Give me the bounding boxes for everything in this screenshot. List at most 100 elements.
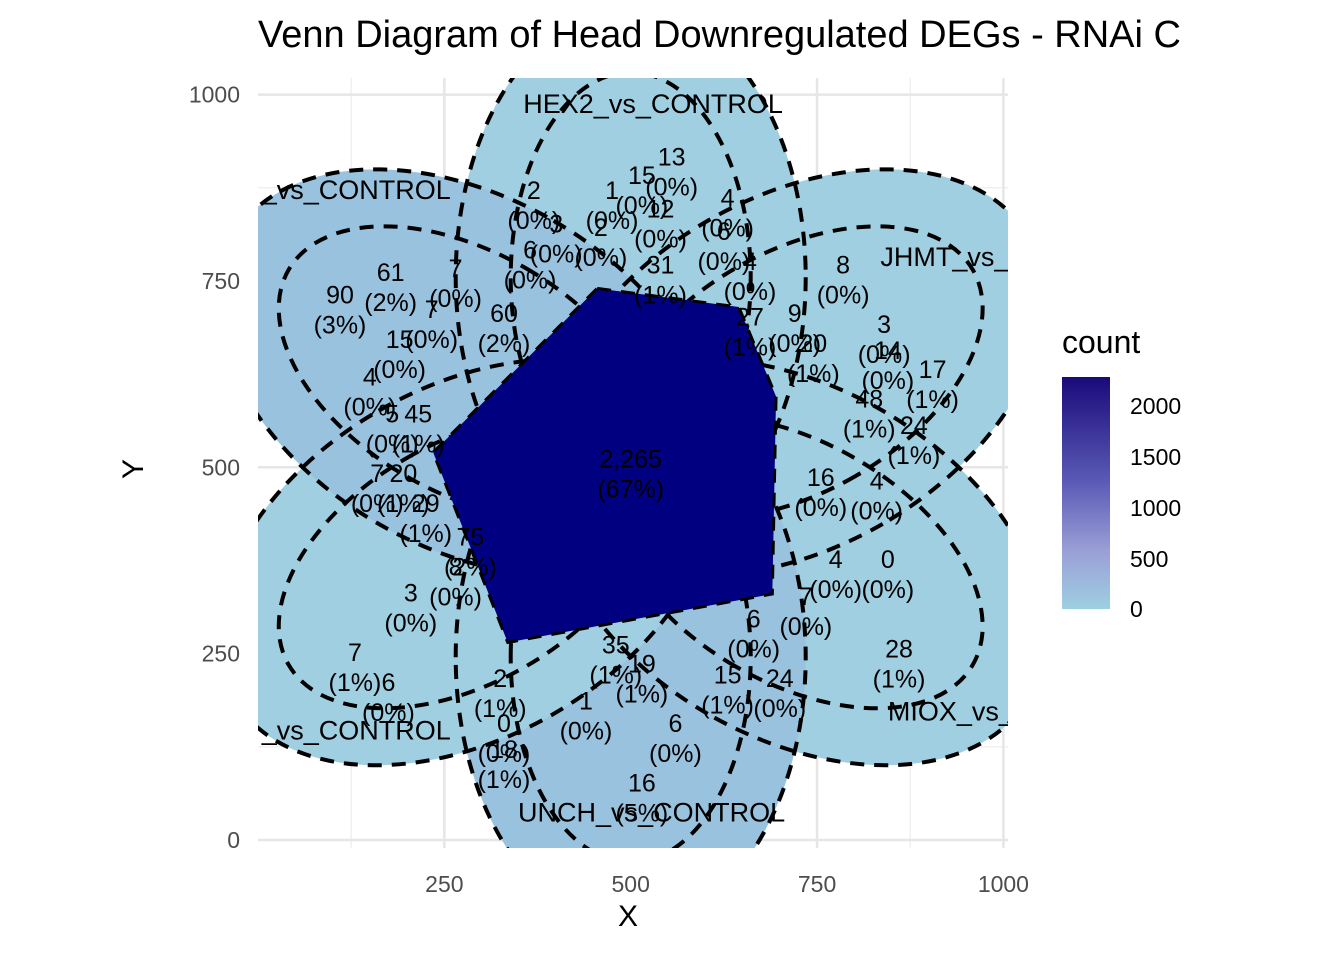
region-label: 2 (1%): [474, 665, 527, 723]
region-label: 35 (1%): [589, 632, 642, 690]
region-label: 6 (0%): [649, 710, 702, 768]
region-count: 15: [628, 162, 656, 190]
region-label: 7 (1%): [329, 639, 382, 697]
region-percent: (0%): [753, 695, 806, 723]
region-percent: (1%): [843, 416, 896, 444]
region-percent: (1%): [392, 431, 445, 459]
region-count: 3: [877, 311, 891, 339]
region-percent: (0%): [362, 699, 415, 727]
region-label: 7 (0%): [429, 255, 482, 313]
region-percent: (1%): [615, 680, 668, 708]
region-count: 28: [885, 635, 913, 663]
region-label: 5 (0%): [366, 401, 419, 459]
region-percent: (0%): [794, 494, 847, 522]
region-percent: (0%): [429, 583, 482, 611]
region-label: 61 (2%): [364, 259, 417, 317]
region-percent: (0%): [560, 718, 613, 746]
region-percent: (1%): [329, 669, 382, 697]
region-count: 3: [404, 579, 418, 607]
region-label: 20 (1%): [787, 330, 840, 388]
region-label: 29 (1%): [399, 490, 452, 548]
region-label: 0 (0%): [861, 546, 914, 604]
region-count: 2,265: [599, 445, 662, 473]
region-count: 7: [370, 460, 384, 488]
region-count: 7: [799, 583, 813, 611]
y-tick-label: 500: [202, 454, 240, 480]
region-count: 20: [799, 330, 827, 358]
region-percent: (0%): [779, 613, 832, 641]
region-label: 4 (0%): [724, 248, 777, 306]
region-count: 5: [385, 401, 399, 429]
region-percent: (2%): [478, 330, 531, 358]
set-label: JHMT_vs_CONT: [880, 242, 1086, 272]
set-label: _vs_CONTROL: [261, 175, 451, 205]
region-count: 2: [594, 214, 608, 242]
venn-shapes: [258, 78, 1008, 848]
region-percent: (0%): [586, 207, 639, 235]
y-axis-title: Y: [117, 458, 151, 480]
venn-set-outline-inner: [276, 224, 656, 521]
region-percent: (0%): [574, 244, 627, 272]
region-percent: (0%): [649, 740, 702, 768]
region-percent: (0%): [530, 240, 583, 268]
x-axis-title: X: [618, 900, 639, 933]
region-count: 2: [493, 665, 507, 693]
region-label: 4 (0%): [701, 184, 754, 242]
region-percent: (0%): [384, 609, 437, 637]
region-percent: (1%): [634, 281, 687, 309]
region-percent: (0%): [507, 207, 560, 235]
region-label: 2 (0%): [507, 177, 560, 235]
venn-set-outline: [453, 78, 808, 550]
region-percent: (0%): [724, 278, 777, 306]
region-count: 4: [870, 468, 884, 496]
legend-tick: 1500: [1130, 444, 1182, 470]
region-count: 14: [874, 337, 902, 365]
legend-tick: 1000: [1130, 495, 1182, 521]
region-count: 20: [389, 460, 417, 488]
region-count: 3: [549, 210, 563, 238]
region-label: 14 (0%): [861, 337, 914, 395]
region-percent: (1%): [873, 665, 926, 693]
region-label: 20 (1%): [377, 460, 430, 518]
region-count: 17: [919, 356, 947, 384]
region-percent: (0%): [861, 367, 914, 395]
region-count: 7: [348, 639, 362, 667]
region-count: 61: [377, 259, 405, 287]
region-percent: (1%): [474, 695, 527, 723]
region-count: 1: [579, 688, 593, 716]
chart-title: Venn Diagram of Head Downregulated DEGs …: [258, 14, 1181, 56]
region-percent: (0%): [701, 214, 754, 242]
region-percent: (1%): [478, 766, 531, 794]
region-count: 7: [449, 255, 463, 283]
x-tick-label: 1000: [978, 871, 1029, 897]
set-label: MIOX_vs_CON: [888, 697, 1074, 727]
region-label: 7 (0%): [405, 296, 458, 354]
region-percent: (0%): [351, 490, 404, 518]
region-percent: (0%): [634, 226, 687, 254]
legend-tick: 2000: [1130, 393, 1182, 419]
region-count: 24: [900, 412, 928, 440]
region-count: 60: [490, 300, 518, 328]
region-count: 35: [602, 632, 630, 660]
legend-tick: 500: [1130, 546, 1169, 572]
region-percent: (0%): [429, 285, 482, 313]
region-label: 12 (0%): [634, 196, 687, 254]
region-percent: (2%): [364, 289, 417, 317]
region-label: 7 (0%): [351, 460, 404, 518]
region-label: 75 (2%): [444, 524, 497, 582]
region-percent: (1%): [701, 691, 754, 719]
region-percent: (1%): [888, 442, 941, 470]
region-labels: 2,265 (67%)13 (0%)15 (0%)2 (0%)1 (0%)4 (0%)3 (0…: [314, 143, 959, 827]
region-count: 29: [412, 490, 440, 518]
region-percent: (0%): [366, 431, 419, 459]
region-count: 7: [425, 296, 439, 324]
legend-tick: 0: [1130, 596, 1143, 622]
region-percent: (0%): [343, 393, 396, 421]
region-count: 13: [658, 143, 686, 171]
region-count: 12: [647, 196, 675, 224]
region-label: 4 (0%): [850, 468, 903, 526]
region-count: 27: [736, 304, 764, 332]
venn-set-outline-inner: [508, 450, 753, 848]
y-tick-label: 250: [202, 641, 240, 667]
